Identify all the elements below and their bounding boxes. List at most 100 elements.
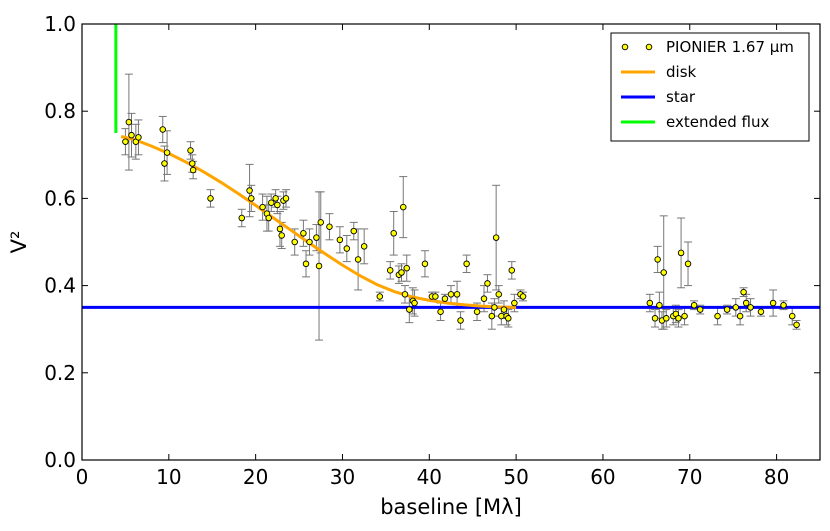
data-point [291,238,298,246]
data-point [135,134,142,141]
x-tick-label: 0 [76,465,89,489]
x-tick-label: 50 [503,465,528,489]
legend-marker [645,43,653,51]
data-point [677,249,685,257]
data-point [690,301,698,309]
data-point [495,291,503,298]
x-tick-label: 10 [156,465,181,489]
data-point [511,299,518,307]
data-point [406,306,413,313]
data-point [769,299,777,307]
legend-marker [621,43,629,51]
data-point [780,301,787,309]
data-point [282,195,290,202]
data-point [276,225,284,233]
x-tick-label: 60 [590,465,615,489]
y-tick-label: 0.2 [44,361,76,385]
data-point [302,260,310,268]
data-point [268,199,275,207]
data-point [457,317,464,324]
data-point [326,223,333,230]
data-point [128,131,135,139]
data-point [742,299,750,307]
data-point [187,147,194,154]
data-point [278,232,285,239]
data-point [447,291,455,298]
legend-label: star [666,88,696,106]
y-tick-label: 0.6 [44,186,76,210]
data-point [399,203,407,211]
data-point [401,291,409,298]
data-point [646,299,654,307]
data-point [390,230,397,237]
data-point [306,238,313,246]
data-point [484,280,491,287]
data-point [343,245,351,252]
data-point [411,299,418,307]
data-point [519,293,527,300]
data-point [788,312,796,320]
data-point [189,166,197,174]
data-point [740,288,747,296]
data-point [500,306,508,313]
data-point [491,304,498,311]
data-point [313,234,320,241]
data-point [656,301,663,309]
x-tick-label: 40 [417,465,442,489]
y-tick-label: 0.8 [44,99,76,123]
data-point [238,214,246,222]
data-point [354,256,362,263]
y-tick-label: 0.0 [44,448,76,472]
data-point [663,315,670,322]
data-point [480,295,488,302]
data-point [714,312,721,320]
data-point [684,260,692,268]
data-point [508,267,516,274]
data-point [300,230,307,237]
data-point [161,160,168,167]
y-tick-label: 1.0 [44,12,76,36]
data-point [317,219,325,226]
data-point [125,118,133,126]
data-point [793,321,800,329]
data-point [696,306,704,313]
data-point [189,160,196,167]
data-point [350,227,358,235]
data-point [453,291,461,298]
data-point [488,312,496,320]
data-point [122,138,129,145]
data-point [681,312,688,320]
y-axis-label: V² [7,231,31,254]
x-tick-label: 20 [243,465,268,489]
data-point [747,304,754,311]
data-point [159,126,166,133]
data-point [675,315,682,322]
data-point [732,304,740,311]
data-point [463,260,470,268]
axes: 0 10 20 30 40 50 60 70 80 0.0 0.2 0.4 0.6 0.8 1.0 [44,12,820,489]
data-point [259,203,266,211]
data-point [505,315,512,322]
x-tick-label: 70 [677,465,702,489]
data-point [432,293,439,300]
data-point [248,195,255,202]
legend-label: PIONIER 1.67 µm [666,38,794,56]
data-point [246,187,253,194]
data-point [386,267,394,274]
data-point [207,195,214,202]
data-point [473,308,481,316]
legend: PIONIER 1.67 µm disk star extended flux [610,32,810,142]
data-point [336,236,344,244]
data-point [441,295,449,302]
data-point [437,308,444,316]
data-point [492,234,500,241]
data-point [660,269,667,276]
legend-label: disk [666,63,697,81]
x-tick-label: 80 [764,465,789,489]
data-point [421,260,429,268]
data-point [163,149,171,156]
data-point [274,201,281,209]
data-point [315,262,323,270]
plot-frame [81,23,821,461]
